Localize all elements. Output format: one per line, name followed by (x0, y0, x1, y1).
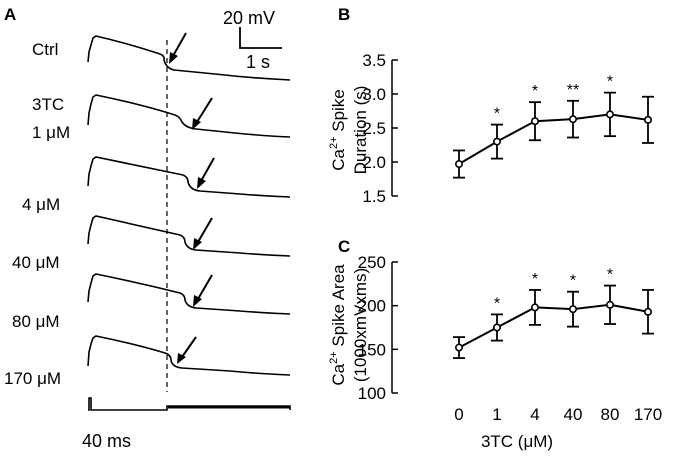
panel-c-xtick-label: 40 (564, 405, 583, 424)
arrow-80um (193, 274, 213, 307)
panel-b-ytick-label: 2.0 (362, 153, 386, 172)
panel-c-data-point (530, 303, 539, 312)
panel-c-ytick-label: 250 (358, 253, 386, 272)
panel-c-ylabel: Ca2+ Spike Area (328, 264, 348, 386)
panel-c-series-line (458, 303, 649, 349)
panel-b-significance-star: * (494, 106, 500, 123)
trace-4um (87, 156, 291, 198)
trace-label-4um: 4 μM (22, 195, 60, 214)
panel-b-data-point (568, 115, 577, 124)
trace-label-ctrl: Ctrl (32, 40, 58, 59)
panel-c-significance-star: * (532, 271, 538, 288)
scale-bar-voltage-label: 20 mV (223, 8, 275, 28)
trace-label-3tc: 3TC (32, 95, 64, 114)
panel-b-chart: B Ca2+ Spike Duration (s) 1.5 2.0 2.5 3.0 3.… (328, 5, 654, 206)
trace-label-1um: 1 μM (32, 123, 70, 142)
panel-b-letter: B (338, 5, 350, 24)
panel-b-ytick-label: 2.5 (362, 119, 386, 138)
panel-b-significance-star: * (607, 74, 613, 91)
panel-b-data-point (643, 115, 652, 124)
trace-label-170um: 170 μM (4, 369, 61, 388)
panel-c-ylabel-line2: (1000xmVxms) (351, 268, 370, 382)
panel-c-data-point (605, 300, 614, 309)
panel-c-xtick-label: 4 (530, 405, 539, 424)
panel-b-series-line (458, 113, 649, 165)
panel-b-data-point (605, 110, 614, 119)
panel-c-ytick-label: 100 (358, 384, 386, 403)
panel-b-ylabel-line2: Duration (s) (351, 86, 370, 175)
trace-ctrl (87, 35, 291, 81)
panel-c-chart: C Ca2+ Spike Area (1000xmVxms) 3TC (μM) … (328, 237, 662, 451)
panel-b-significance-star: ** (567, 82, 579, 99)
arrow-1um (192, 97, 213, 130)
trace-80um (87, 273, 291, 315)
panel-c-data-point (492, 323, 501, 332)
panel-b-ytick-label: 1.5 (362, 187, 386, 206)
arrow-ctrl (169, 32, 187, 64)
panel-c-data-point (568, 305, 577, 314)
panel-c-significance-star: * (494, 295, 500, 312)
panel-c-significance-star: * (607, 267, 613, 284)
panel-b-ytick-label: 3.0 (362, 85, 386, 104)
panel-c-data-point (643, 307, 652, 316)
panel-c-xtick-label: 1 (492, 405, 501, 424)
scale-bar-time-label: 1 s (246, 52, 270, 72)
panel-c-data-point (454, 343, 463, 352)
panel-a-letter: A (4, 5, 16, 24)
arrow-40um (193, 217, 213, 250)
panel-b-data-point (454, 160, 463, 169)
trace-1um (87, 94, 291, 138)
panel-c-xtick-label: 80 (601, 405, 620, 424)
panel-c-letter: C (338, 237, 350, 256)
panel-c-ytick-label: 150 (358, 340, 386, 359)
panel-b-ytick-label: 3.5 (362, 51, 386, 70)
trace-label-80um: 80 μM (12, 312, 60, 331)
panel-c-ytick-label: 200 (358, 297, 386, 316)
trace-label-40um: 40 μM (12, 253, 60, 272)
arrow-170um (177, 336, 197, 364)
panel-b-data-point (530, 117, 539, 126)
stimulus-label: 40 ms (82, 431, 131, 451)
panel-c-xtick-label: 170 (634, 405, 662, 424)
arrow-4um (197, 157, 215, 189)
trace-170um (87, 335, 291, 376)
panel-b-data-point (492, 137, 501, 146)
panel-b-significance-star: * (532, 83, 538, 100)
scale-bar (239, 27, 282, 49)
panel-c-xtick-label: 0 (454, 405, 463, 424)
panel-c-xlabel: 3TC (μM) (481, 432, 553, 451)
trace-40um (87, 215, 291, 257)
panel-b-ylabel: Ca2+ Spike (328, 89, 348, 171)
panel-a: A 20 mV 1 s Ctrl 3TC 1 μM 4 μM 40 μM 80 … (4, 5, 291, 451)
panel-c-significance-star: * (570, 273, 576, 290)
